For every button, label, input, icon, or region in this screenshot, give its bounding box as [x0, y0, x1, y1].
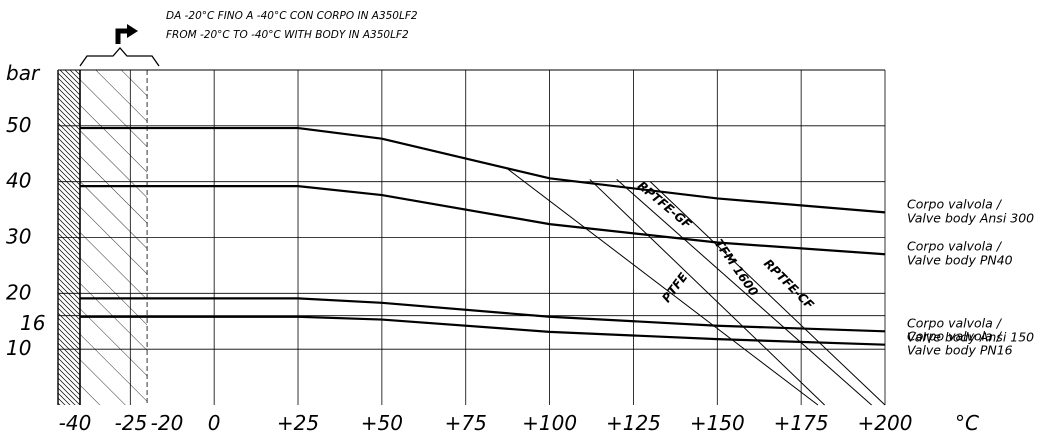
y-tick-label: 10 [6, 336, 31, 360]
chart-series: Corpo valvola /Valve body Ansi 300Corpo … [80, 126, 1034, 406]
x-tick-label: 0 [208, 411, 221, 432]
seat-line-1 [589, 179, 825, 406]
body-label-line2: Valve body Ansi 300 [907, 210, 1034, 225]
x-tick-label: +150 [690, 411, 745, 432]
x-tick-label: +25 [277, 411, 319, 432]
y-axis-label: bar [6, 61, 41, 85]
body-curve-0 [80, 126, 886, 214]
note-bracket [79, 47, 160, 67]
seat-line-3 [649, 181, 886, 406]
y-tick-label: 40 [6, 169, 31, 193]
x-tick-label: +175 [774, 411, 829, 432]
axis-ticks: -40 -25 -20 0 +25 +50 +75 +100 +125 +150 +175 +200 1… [6, 113, 912, 432]
x-tick-label: -20 [151, 411, 184, 432]
chart-grid [57, 69, 886, 405]
body-label-line1: Corpo valvola / [907, 329, 1003, 344]
x-axis-label: °C [955, 411, 979, 432]
seat-label: RPTFE-GF [635, 178, 695, 231]
body-curve-1 [80, 185, 886, 256]
body-label-line1: Corpo valvola / [907, 315, 1003, 330]
body-label-line2: Valve body Ansi 150 [907, 329, 1034, 344]
note-line-english: FROM -20°C TO -40°C WITH BODY IN A350LF2 [166, 29, 409, 41]
seat-label: RPTFE-CF [761, 256, 817, 312]
x-tick-label: +200 [858, 411, 913, 432]
y-tick-label: 50 [6, 113, 31, 137]
body-label-line2: Valve body PN16 [907, 343, 1013, 358]
seat-line-0 [505, 167, 819, 406]
y-tick-label: 30 [6, 225, 31, 249]
x-tick-label: +125 [606, 411, 661, 432]
x-tick-label: -25 [115, 411, 148, 432]
body-label-line1: Corpo valvola / [907, 238, 1003, 253]
low-temperature-note: DA -20°C FINO A -40°C CON CORPO IN A350L… [79, 10, 418, 67]
seat-line-2 [616, 179, 872, 406]
body-label-line1: Corpo valvola / [907, 196, 1003, 211]
body-curve-2 [80, 297, 886, 333]
x-tick-label: +50 [361, 411, 403, 432]
x-tick-label: +100 [522, 411, 577, 432]
note-line-italian: DA -20°C FINO A -40°C CON CORPO IN A350L… [166, 10, 418, 22]
y-tick-label: 16 [20, 311, 45, 335]
x-tick-label: +75 [445, 411, 487, 432]
x-tick-label: -40 [59, 411, 92, 432]
y-tick-label: 20 [6, 280, 31, 304]
body-label-line2: Valve body PN40 [907, 252, 1013, 267]
body-curve-3 [80, 315, 886, 346]
arrow-right-icon [115, 24, 138, 44]
